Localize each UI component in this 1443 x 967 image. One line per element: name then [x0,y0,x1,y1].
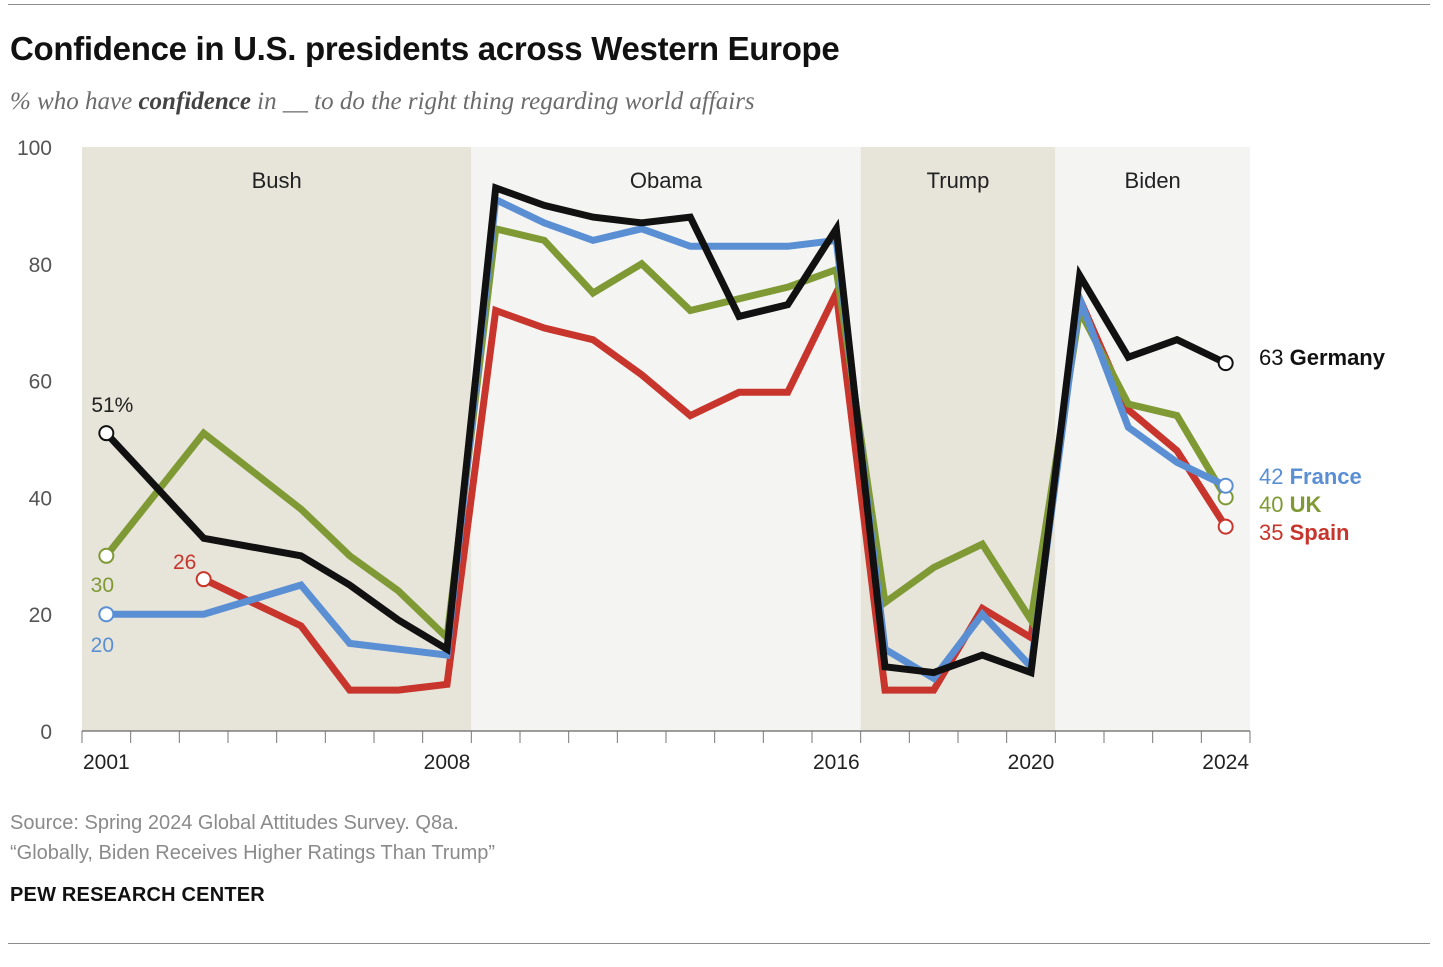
brand-label: PEW RESEARCH CENTER [10,884,265,906]
start-point-uk [98,547,115,564]
end-label-value-france: 42 [1259,464,1290,489]
series-line-germany [103,183,1228,678]
y-tick-label: 60 [29,371,52,394]
band-label-biden: Biden [1125,168,1181,193]
end-label-value-spain: 35 [1259,520,1290,545]
start-label-france: 20 [91,634,114,657]
subtitle-prefix: % who have [10,88,139,115]
end-point-spain [1217,518,1234,535]
start-point-spain [195,571,212,588]
x-tick-label-2008: 2008 [424,751,471,774]
end-point-germany [1217,355,1234,372]
end-label-france: 42 France [1259,464,1362,489]
source-note: Source: Spring 2024 Global Attitudes Sur… [10,812,459,834]
start-label-uk: 30 [91,574,114,597]
end-label-name-germany: Germany [1290,345,1386,370]
x-tick-label-2020: 2020 [1008,751,1055,774]
subtitle-emphasis: confidence [138,88,251,115]
end-label-spain: 35 Spain [1259,520,1350,545]
band-label-trump: Trump [927,168,990,193]
end-label-name-uk: UK [1290,492,1322,517]
end-point-france [1217,477,1234,494]
president-bands: Bush Obama Trump Biden [82,147,1250,731]
series-lines [103,183,1229,694]
end-label-germany: 63 Germany [1259,345,1386,370]
y-tick-label: 40 [29,487,52,510]
y-tick-label: 20 [29,604,52,627]
report-title-note: “Globally, Biden Receives Higher Ratings… [10,842,496,864]
series-labels: 26 35 Spain 30 40 UK 20 42 France 51% 63 German… [91,345,1386,657]
subtitle-suffix: in __ to do the right thing regarding wo… [250,88,755,115]
x-tick-label-2024: 2024 [1202,751,1249,774]
chart-subtitle: % who have confidence in __ to do the ri… [10,88,755,116]
band-bush [82,147,472,731]
x-tick-label-2016: 2016 [813,751,860,774]
end-label-name-france: France [1290,464,1362,489]
x-tick-label-2001: 2001 [83,751,130,774]
band-label-bush: Bush [252,168,302,193]
chart-title: Confidence in U.S. presidents across Wes… [10,30,840,67]
start-label-spain: 26 [173,551,196,574]
y-tick-label: 0 [40,721,52,744]
end-label-uk: 40 UK [1259,492,1321,517]
y-axis: 0 20 40 60 80 100 [17,137,52,744]
end-label-value-uk: 40 [1259,492,1290,517]
start-point-germany [98,425,115,442]
end-label-name-spain: Spain [1290,520,1350,545]
x-axis: 2001 2008 2016 2020 2024 [81,730,1251,774]
y-tick-label: 100 [17,137,52,160]
top-rule [8,4,1430,5]
bottom-rule [8,943,1430,944]
band-label-obama: Obama [630,168,703,193]
start-label-germany: 51% [91,394,133,417]
end-label-value-germany: 63 [1259,345,1290,370]
y-tick-label: 80 [29,254,52,277]
band-biden [1055,147,1250,731]
start-point-france [98,606,115,623]
